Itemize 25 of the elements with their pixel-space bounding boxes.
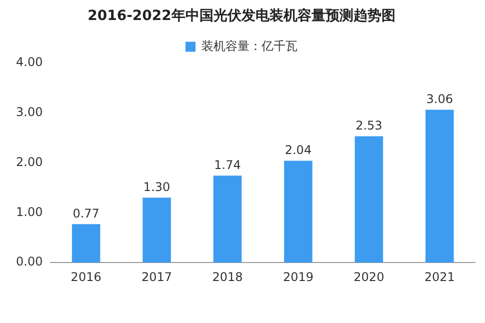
text: 3.06 [426, 92, 454, 106]
bar [426, 110, 454, 263]
x-tick-label: 2019 [282, 270, 314, 284]
text: 1.30 [143, 180, 170, 194]
text: 1.74 [214, 158, 241, 172]
bar [284, 160, 312, 263]
y-tick-label: 4.00 [16, 54, 43, 69]
text: 0.77 [72, 206, 100, 220]
chart-title: 2016-2022年中国光伏发电装机容量预测趋势图 [88, 7, 396, 24]
bar [213, 176, 242, 263]
y-tick-label: 0.00 [16, 254, 43, 269]
y-tick-label: 3.00 [16, 104, 43, 119]
text: 2.04 [284, 142, 312, 157]
y-tick-label: 2.00 [16, 154, 43, 169]
x-tick-label: 2021 [424, 270, 455, 284]
x-tick-label: 2018 [212, 270, 243, 284]
bar [142, 198, 171, 263]
x-tick-label: 2017 [142, 270, 172, 284]
bar [354, 136, 384, 263]
bar [72, 224, 100, 263]
x-tick-label: 2020 [354, 270, 384, 284]
text: 2.53 [356, 118, 382, 132]
x-tick-label: 2016 [70, 270, 102, 284]
y-tick-label: 1.00 [16, 204, 43, 219]
legend-label: 装机容量：亿千瓦 [202, 38, 298, 53]
